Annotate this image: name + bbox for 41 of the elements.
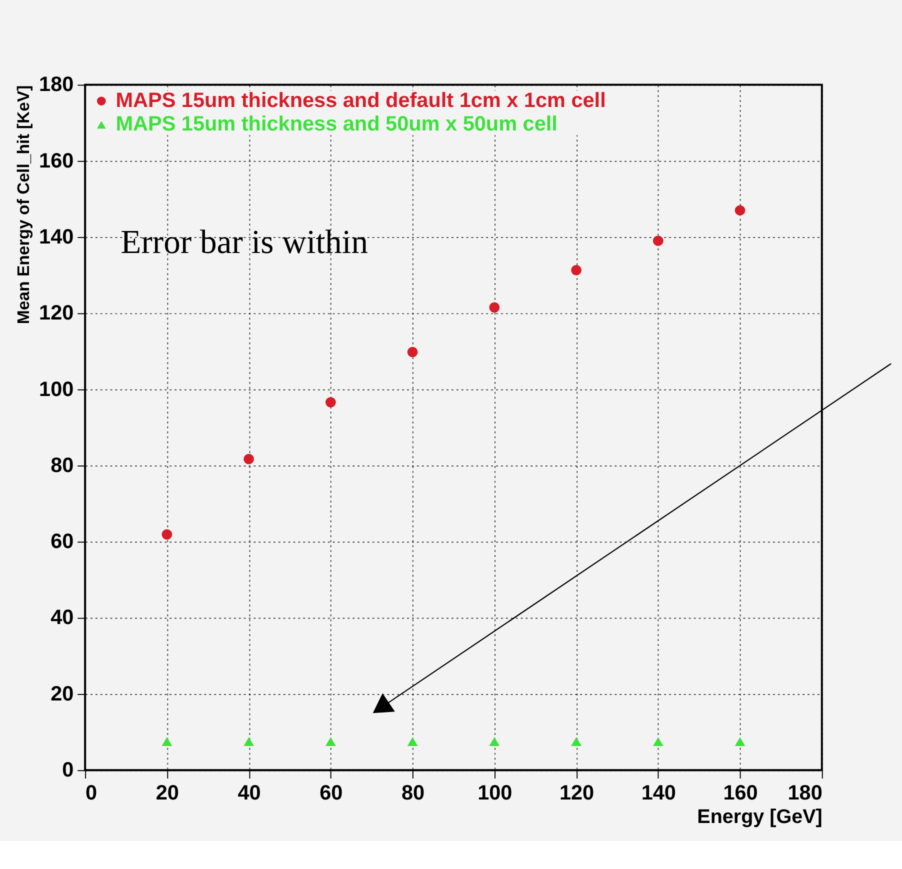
y-axis-title: Mean Energy of Cell_hit [KeV]: [14, 85, 34, 324]
point: [162, 737, 172, 746]
point: [489, 302, 500, 313]
x-tick-label: 100: [478, 781, 512, 804]
legend-label: MAPS 15um thickness and 50um x 50um cell: [116, 112, 558, 136]
y-tick-label: 120: [39, 302, 74, 325]
y-tick-label: 80: [50, 454, 74, 477]
y-tick-label: 160: [39, 149, 74, 172]
x-tick-label: 140: [641, 781, 676, 804]
x-tick-label: 180: [788, 781, 822, 804]
point: [734, 205, 746, 216]
y-tick-label: 180: [39, 73, 74, 96]
point: [652, 236, 664, 246]
point: [162, 529, 172, 540]
y-tick-label: 20: [50, 682, 74, 706]
point: [734, 737, 746, 746]
point: [407, 346, 418, 358]
x-tick-label: 60: [320, 781, 343, 804]
legend-label: MAPS 15um thickness and default 1cm x 1cm cell: [116, 88, 606, 112]
point: [571, 737, 582, 746]
point: [244, 737, 254, 746]
point: [325, 737, 336, 746]
y-tick-label: 40: [50, 606, 74, 630]
point: [244, 454, 254, 464]
point: [407, 737, 418, 746]
y-tick-label: 100: [39, 378, 74, 401]
x-tick-label: 80: [401, 781, 425, 804]
x-tick-label: 0: [86, 781, 98, 804]
y-tick-label: 140: [39, 225, 74, 248]
x-tick-label: 40: [238, 781, 261, 804]
point: [571, 264, 582, 276]
y-tick-label: 0: [62, 758, 74, 782]
x-axis-title: Energy [GeV]: [697, 806, 822, 828]
point: [489, 737, 500, 746]
annotation: Error bar is within: [120, 224, 368, 261]
x-tick-label: 20: [156, 781, 179, 804]
x-tick-label: 160: [723, 781, 758, 804]
x-tick-label: 120: [559, 781, 594, 804]
point: [652, 737, 664, 746]
point: [325, 397, 336, 408]
y-tick-label: 60: [50, 530, 74, 554]
